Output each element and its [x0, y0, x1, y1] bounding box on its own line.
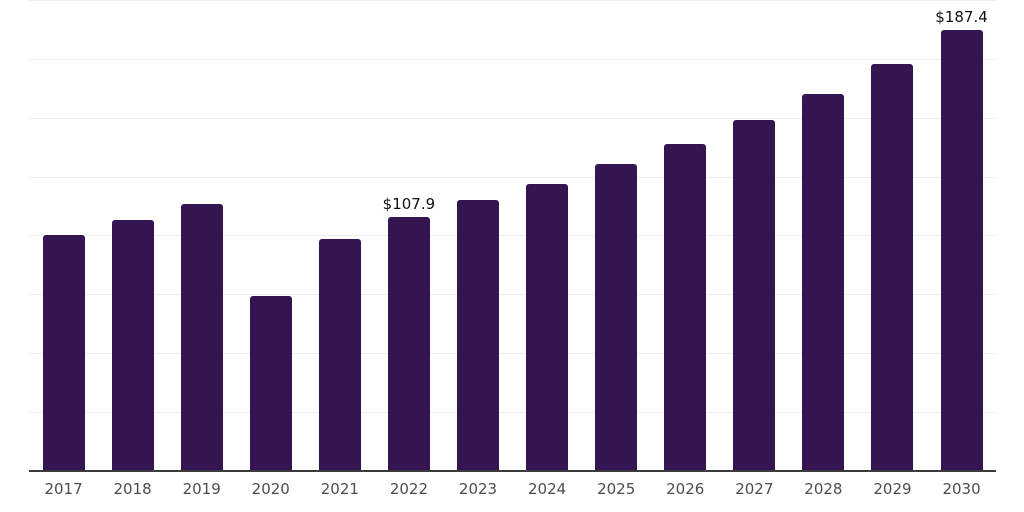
- bar-band-2023: [443, 0, 512, 471]
- x-tick-2020: 2020: [251, 480, 290, 498]
- plot-area: $107.9 $187.4: [29, 0, 996, 472]
- bar-band-2026: [651, 0, 720, 471]
- bar-2020: [249, 295, 292, 471]
- x-tick-2017: 2017: [44, 480, 83, 498]
- bar-2026: [664, 143, 707, 471]
- bar-2023: [457, 199, 499, 471]
- x-tick-2026: 2026: [666, 480, 705, 498]
- gridline-100: [29, 235, 996, 236]
- x-tick-2029: 2029: [873, 480, 912, 498]
- bar-band-2020: [236, 0, 305, 471]
- x-axis-labels: 2017 2018 2019 2020 2021 2022 2023 2024 2025 2026…: [29, 479, 996, 499]
- gridline-200: [29, 0, 996, 1]
- gridline-175: [29, 59, 996, 60]
- x-tick-2022: 2022: [389, 480, 429, 498]
- bar-band-2024: [513, 0, 582, 471]
- bar-2024: [526, 183, 569, 471]
- gridline-75: [29, 294, 996, 295]
- bar-2030: [940, 29, 983, 471]
- bar-band-2021: [305, 0, 374, 471]
- value-label-2022: $107.9: [382, 194, 436, 213]
- x-tick-2023: 2023: [458, 480, 498, 498]
- x-tick-2028: 2028: [804, 480, 843, 498]
- bar-band-2028: [789, 0, 858, 471]
- x-tick-2030: 2030: [942, 480, 981, 498]
- x-tick-2025: 2025: [597, 480, 636, 498]
- bar-band-2022: $107.9: [374, 0, 443, 471]
- x-tick-2027: 2027: [735, 480, 774, 498]
- x-tick-2024: 2024: [527, 480, 567, 498]
- bars-container: $107.9 $187.4: [29, 0, 996, 471]
- x-tick-2019: 2019: [182, 480, 221, 498]
- bar-band-2019: [167, 0, 236, 471]
- bar-2027: [733, 119, 776, 471]
- gridline-50: [29, 353, 996, 354]
- bar-band-2025: [582, 0, 651, 471]
- bar-2021: [318, 239, 361, 471]
- x-tick-2021: 2021: [320, 480, 359, 498]
- bar-band-2018: [98, 0, 167, 471]
- bar-2028: [802, 93, 845, 471]
- gridline-25: [29, 412, 996, 413]
- x-tick-2018: 2018: [113, 480, 152, 498]
- bar-2029: [871, 63, 914, 471]
- bar-2025: [595, 163, 638, 471]
- gridline-150: [29, 118, 996, 119]
- bar-band-2027: [720, 0, 789, 471]
- value-label-2030: $187.4: [935, 7, 988, 26]
- bar-band-2030: $187.4: [927, 0, 996, 471]
- bar-2017: [42, 235, 85, 471]
- bar-2019: [180, 204, 223, 471]
- gridline-125: [29, 177, 996, 178]
- bar-2018: [111, 220, 154, 471]
- bar-band-2017: [29, 0, 98, 471]
- bar-band-2029: [858, 0, 927, 471]
- bar-2022: [387, 216, 430, 471]
- x-axis-line: [29, 470, 996, 472]
